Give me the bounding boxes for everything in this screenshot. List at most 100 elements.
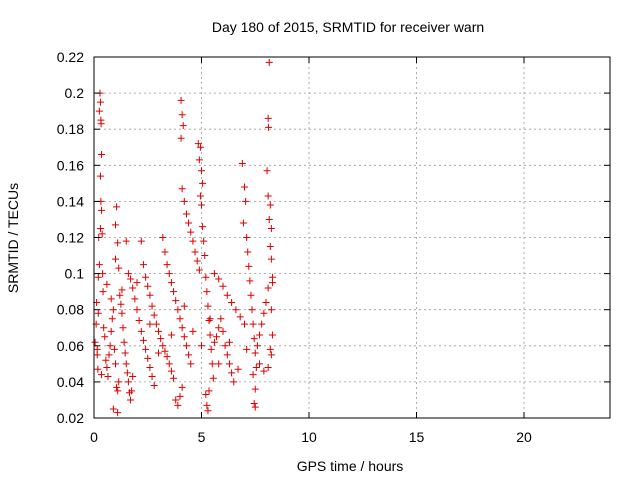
data-point bbox=[198, 167, 205, 175]
y-tick-label: 0.18 bbox=[57, 121, 84, 137]
data-point bbox=[196, 143, 204, 151]
data-point bbox=[127, 396, 135, 404]
grid-lines bbox=[94, 57, 610, 418]
data-point bbox=[228, 369, 236, 377]
x-tick-label: 5 bbox=[198, 429, 206, 445]
data-point bbox=[152, 320, 160, 328]
data-point bbox=[264, 363, 272, 371]
data-point bbox=[185, 351, 193, 359]
data-point bbox=[94, 309, 102, 317]
data-point bbox=[234, 365, 242, 373]
data-point bbox=[163, 261, 171, 269]
data-point bbox=[267, 255, 275, 263]
data-point bbox=[199, 223, 207, 231]
data-point bbox=[172, 396, 180, 404]
data-point bbox=[137, 237, 145, 245]
data-point bbox=[118, 286, 126, 294]
data-point bbox=[213, 333, 221, 341]
data-point bbox=[95, 261, 103, 269]
data-point bbox=[266, 243, 274, 251]
data-point bbox=[178, 111, 186, 119]
data-point bbox=[99, 270, 107, 278]
data-point bbox=[268, 331, 276, 339]
y-tick-label: 0.04 bbox=[57, 374, 84, 390]
data-point bbox=[133, 306, 141, 314]
data-point bbox=[98, 206, 106, 214]
y-tick-label: 0.08 bbox=[57, 302, 84, 318]
data-point bbox=[144, 354, 152, 362]
data-point bbox=[199, 179, 207, 187]
data-point bbox=[253, 342, 261, 350]
data-point bbox=[94, 273, 102, 281]
data-point bbox=[112, 360, 119, 368]
data-point bbox=[198, 201, 205, 209]
data-point bbox=[122, 360, 130, 368]
data-point bbox=[124, 270, 132, 278]
data-point bbox=[205, 317, 213, 325]
data-point bbox=[264, 284, 272, 292]
data-point bbox=[117, 300, 125, 308]
data-point bbox=[174, 401, 182, 409]
data-point bbox=[223, 351, 231, 359]
data-point bbox=[250, 400, 258, 408]
data-point bbox=[203, 401, 211, 409]
data-point bbox=[244, 248, 252, 256]
data-point bbox=[241, 320, 248, 328]
data-points bbox=[91, 58, 276, 417]
data-point bbox=[133, 279, 141, 287]
x-tick-label: 0 bbox=[90, 429, 98, 445]
data-point bbox=[180, 333, 188, 341]
data-point bbox=[251, 349, 259, 357]
x-axis-ticks: 0 5 10 15 20 bbox=[90, 57, 532, 445]
data-point bbox=[238, 159, 246, 167]
data-point bbox=[202, 391, 210, 399]
data-point bbox=[267, 351, 275, 359]
data-point bbox=[174, 306, 182, 314]
data-point bbox=[114, 387, 122, 395]
data-point bbox=[191, 248, 199, 256]
data-point bbox=[115, 378, 123, 386]
data-point bbox=[103, 280, 111, 288]
data-point bbox=[266, 201, 274, 209]
data-point bbox=[96, 98, 104, 106]
data-point bbox=[178, 185, 186, 193]
data-point bbox=[165, 360, 173, 368]
data-point bbox=[248, 306, 256, 314]
data-point bbox=[165, 270, 173, 278]
data-point bbox=[148, 302, 156, 310]
data-point bbox=[170, 374, 178, 382]
y-axis-label: SRMTID / TECUs bbox=[5, 183, 21, 293]
data-point bbox=[176, 315, 184, 323]
data-point bbox=[205, 387, 213, 395]
data-point bbox=[225, 338, 233, 346]
data-point bbox=[247, 291, 255, 299]
data-point bbox=[265, 215, 273, 223]
data-point bbox=[150, 311, 158, 319]
data-point bbox=[209, 374, 217, 382]
data-point bbox=[266, 345, 274, 353]
data-point bbox=[264, 114, 272, 122]
data-point bbox=[103, 363, 111, 371]
data-point bbox=[109, 405, 117, 413]
data-point bbox=[108, 315, 116, 323]
data-point bbox=[195, 156, 203, 164]
data-point bbox=[252, 363, 260, 371]
data-point bbox=[112, 221, 119, 229]
data-point bbox=[177, 96, 185, 104]
data-point bbox=[102, 356, 110, 364]
data-point bbox=[119, 324, 127, 332]
data-point bbox=[98, 371, 106, 379]
data-point bbox=[101, 333, 109, 341]
data-point bbox=[221, 342, 229, 350]
data-point bbox=[264, 192, 272, 200]
x-axis-label: GPS time / hours bbox=[297, 458, 404, 474]
data-point bbox=[243, 345, 251, 353]
data-point bbox=[139, 336, 147, 344]
data-point bbox=[107, 327, 115, 335]
data-point bbox=[95, 107, 103, 115]
data-point bbox=[265, 123, 273, 131]
data-point bbox=[187, 360, 195, 368]
data-point bbox=[202, 273, 210, 281]
x-tick-label: 20 bbox=[516, 429, 532, 445]
data-point bbox=[180, 302, 188, 310]
